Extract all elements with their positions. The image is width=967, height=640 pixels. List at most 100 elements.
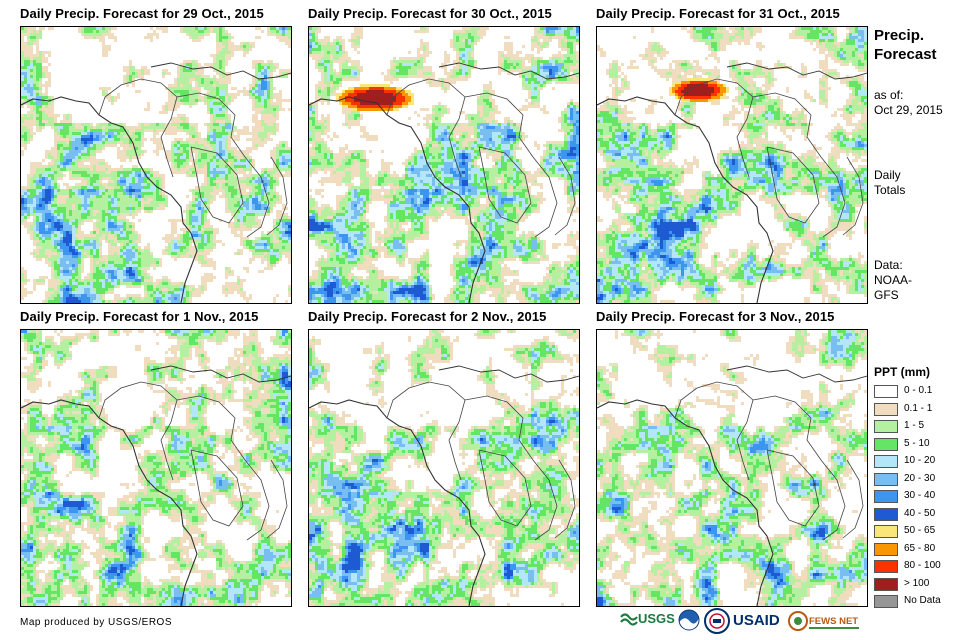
precip-cell — [267, 171, 270, 174]
precip-cell — [267, 99, 270, 102]
precip-cell — [183, 102, 186, 105]
precip-cell — [33, 108, 36, 111]
precip-cell — [153, 288, 156, 291]
precip-cell — [234, 219, 237, 222]
precip-cell — [255, 204, 258, 207]
precip-cell — [282, 222, 285, 225]
precip-cell — [141, 186, 144, 189]
precip-cell — [183, 255, 186, 258]
precip-cell — [102, 270, 105, 273]
precip-cell — [219, 105, 222, 108]
precip-cell — [123, 219, 126, 222]
precip-cell — [222, 27, 225, 30]
precip-cell — [216, 177, 219, 180]
precip-cell — [273, 129, 276, 132]
precip-cell — [474, 27, 477, 30]
precip-cell — [204, 96, 207, 99]
precip-cell — [57, 168, 60, 171]
precip-cell — [144, 138, 147, 141]
precip-cell — [273, 234, 276, 237]
precip-cell — [204, 186, 207, 189]
precip-cell — [24, 90, 27, 93]
precip-cell — [258, 201, 261, 204]
precip-cell — [252, 87, 255, 90]
precip-cell — [264, 252, 267, 255]
precip-cell — [213, 117, 216, 120]
precip-cell — [69, 156, 72, 159]
precip-cell — [105, 255, 108, 258]
precip-cell — [273, 30, 276, 33]
precip-cell — [93, 177, 96, 180]
precip-cell — [99, 177, 102, 180]
precip-cell — [156, 33, 159, 36]
precip-cell — [126, 189, 129, 192]
precip-cell — [90, 174, 93, 177]
precip-cell — [231, 150, 234, 153]
precip-cell — [258, 210, 261, 213]
precip-cell — [36, 60, 39, 63]
precip-cell — [201, 285, 204, 288]
precip-cell — [51, 123, 54, 126]
precip-cell — [111, 252, 114, 255]
precip-cell — [204, 216, 207, 219]
precip-cell — [42, 105, 45, 108]
precip-cell — [228, 192, 231, 195]
precip-cell — [279, 231, 282, 234]
precip-cell — [48, 285, 51, 288]
precip-cell — [165, 288, 168, 291]
precip-cell — [285, 246, 288, 249]
precip-cell — [192, 222, 195, 225]
precip-cell — [138, 141, 141, 144]
precip-cell — [282, 252, 285, 255]
precip-cell — [282, 165, 285, 168]
precip-cell — [78, 243, 81, 246]
precip-cell — [60, 252, 63, 255]
precip-cell — [174, 165, 177, 168]
precip-cell — [105, 210, 108, 213]
precip-cell — [123, 270, 126, 273]
precip-cell — [21, 195, 24, 198]
precip-cell — [249, 177, 252, 180]
precip-cell — [30, 102, 33, 105]
precip-cell — [132, 294, 135, 297]
precip-cell — [234, 45, 237, 48]
precip-cell — [60, 279, 63, 282]
precip-cell — [108, 195, 111, 198]
precip-cell — [27, 198, 30, 201]
precip-cell — [108, 243, 111, 246]
precip-cell — [270, 204, 273, 207]
precip-cell — [153, 267, 156, 270]
precip-cell — [54, 120, 57, 123]
precip-cell — [69, 186, 72, 189]
precip-cell — [33, 213, 36, 216]
precip-cell — [144, 192, 147, 195]
precip-cell — [150, 123, 153, 126]
precip-cell — [288, 69, 291, 72]
precip-cell — [21, 135, 24, 138]
precip-cell — [204, 168, 207, 171]
precip-cell — [30, 105, 33, 108]
precip-cell — [96, 228, 99, 231]
precip-cell — [108, 231, 111, 234]
precip-cell — [216, 90, 219, 93]
precip-cell — [360, 27, 363, 30]
precip-cell — [177, 249, 180, 252]
precip-cell — [72, 150, 75, 153]
precip-cell — [171, 159, 174, 162]
precip-cell — [114, 246, 117, 249]
precip-cell — [204, 84, 207, 87]
precip-cell — [135, 141, 138, 144]
precip-cell — [285, 252, 288, 255]
precip-cell — [102, 204, 105, 207]
precip-cell — [75, 198, 78, 201]
precip-cell — [48, 192, 51, 195]
precip-cell — [174, 159, 177, 162]
precip-cell — [63, 195, 66, 198]
precip-cell — [120, 153, 123, 156]
precip-cell — [255, 60, 258, 63]
precip-cell — [201, 30, 204, 33]
precip-cell — [57, 114, 60, 117]
precip-cell — [99, 222, 102, 225]
precip-cell — [165, 285, 168, 288]
precip-cell — [75, 183, 78, 186]
